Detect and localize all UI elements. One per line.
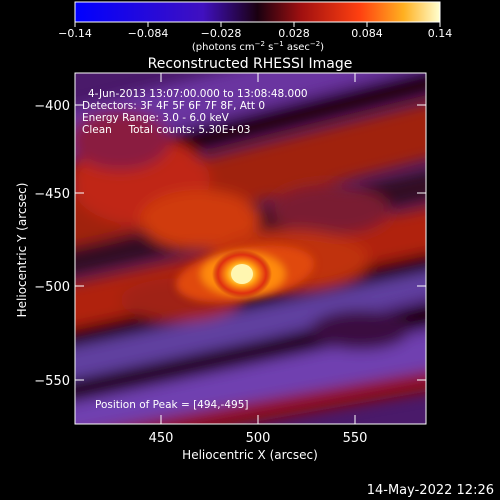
y-tick-label: −500 <box>34 280 70 295</box>
x-tick-label: 550 <box>343 431 368 446</box>
colorbar-tick-label: −0.028 <box>201 27 242 40</box>
y-axis-label: Heliocentric Y (arcsec) <box>15 183 29 318</box>
info-energy-range: Energy Range: 3.0 - 6.0 keV <box>82 112 230 124</box>
x-tick-label: 500 <box>246 431 271 446</box>
plot-frame <box>74 72 427 425</box>
figure-title: Reconstructed RHESSI Image <box>148 56 353 72</box>
colorbar-tick-label: −0.14 <box>58 27 92 40</box>
colorbar: −0.14 −0.084 −0.028 0.028 0.084 0.14 (ph… <box>58 1 453 53</box>
colorbar-tick-label: 0.084 <box>351 27 383 40</box>
x-tick-label: 450 <box>149 431 174 446</box>
info-time-range: 4-Jun-2013 13:07:00.000 to 13:08:48.000 <box>88 88 308 100</box>
colorbar-gradient <box>74 1 441 23</box>
x-axis-label: Heliocentric X (arcsec) <box>182 448 318 462</box>
colorbar-units: (photons cm−2 s−1 asec−2) <box>192 40 324 53</box>
colorbar-tick-label: −0.084 <box>128 27 169 40</box>
colorbar-tick-label: 0.14 <box>428 27 453 40</box>
peak-position-label: Position of Peak = [494,-495] <box>95 399 249 411</box>
info-method-counts: Clean Total counts: 5.30E+03 <box>82 124 251 136</box>
info-detectors: Detectors: 3F 4F 5F 6F 7F 8F, Att 0 <box>82 100 265 112</box>
solar-image <box>75 73 426 424</box>
y-tick-label: −550 <box>34 374 70 389</box>
axis-ticks <box>75 73 426 424</box>
y-tick-label: −400 <box>34 99 70 114</box>
observation-info: 4-Jun-2013 13:07:00.000 to 13:08:48.000 … <box>82 88 308 136</box>
colorbar-tick-label: 0.028 <box>278 27 310 40</box>
y-tick-label: −450 <box>34 187 70 202</box>
timestamp: 14-May-2022 12:26 <box>367 483 494 498</box>
